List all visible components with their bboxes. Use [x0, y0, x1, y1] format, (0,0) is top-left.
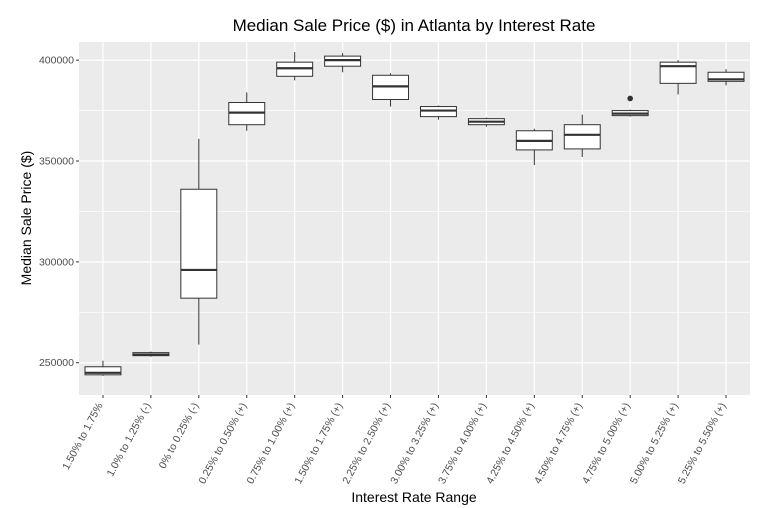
y-tick-label: 350000 [39, 156, 74, 168]
y-axis: 250000 300000 350000 400000 [39, 55, 79, 369]
box-5 [276, 52, 314, 81]
box-11 [563, 114, 601, 157]
chart-title: Median Sale Price ($) in Atlanta by Inte… [233, 16, 596, 35]
box-12 [611, 95, 649, 117]
plot-panel [79, 42, 750, 395]
box-iqr [707, 71, 745, 82]
box-iqr [659, 61, 697, 84]
box-iqr [180, 188, 218, 299]
box-8 [419, 105, 457, 120]
box-1 [84, 360, 122, 376]
y-axis-title: Median Sale Price ($) [18, 151, 34, 286]
box-9 [467, 117, 505, 127]
box-iqr [84, 366, 122, 376]
box-3 [180, 138, 218, 345]
y-tick-label: 400000 [39, 55, 74, 67]
box-2 [132, 351, 170, 357]
box-4 [228, 92, 266, 131]
box-10 [515, 128, 553, 166]
boxes [84, 52, 745, 376]
y-tick-label: 300000 [39, 256, 74, 268]
box-13 [659, 60, 697, 95]
x-axis-title: Interest Rate Range [351, 489, 477, 505]
box-7 [372, 73, 410, 107]
box-14 [707, 69, 745, 86]
box-6 [324, 53, 362, 73]
box-iqr [563, 124, 601, 150]
outlier-point [627, 95, 633, 102]
y-tick-label: 250000 [39, 357, 74, 369]
